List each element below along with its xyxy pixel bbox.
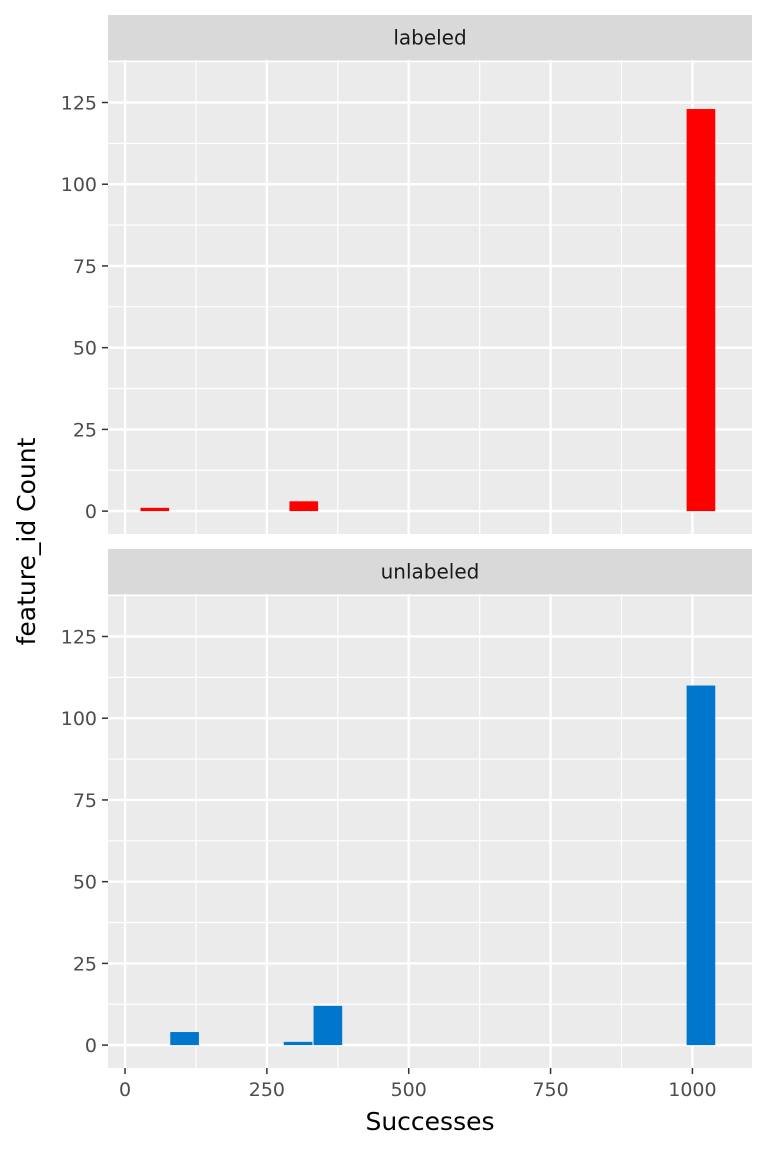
x-tick-label: 500: [391, 1079, 427, 1101]
panel-background-1: [108, 594, 752, 1068]
histogram-bar-1-3: [686, 685, 716, 1046]
histogram-bar-1-0: [170, 1032, 199, 1046]
y-tick-label: 50: [73, 872, 97, 894]
y-tick-label: 25: [73, 419, 97, 441]
y-axis-title: feature_id Count: [12, 437, 41, 645]
x-tick-label: 1000: [668, 1079, 716, 1101]
facet-strip-0: [108, 15, 752, 60]
y-tick-label: 100: [61, 174, 97, 196]
y-tick-label: 125: [61, 92, 97, 114]
facet-label-1: unlabeled: [381, 560, 480, 584]
y-tick-label: 0: [85, 501, 97, 523]
facet-strip-1: [108, 549, 752, 594]
panel-background-0: [108, 60, 752, 534]
y-tick-label: 25: [73, 953, 97, 975]
facet-label-0: labeled: [393, 26, 466, 50]
histogram-bar-0-2: [686, 109, 716, 512]
y-tick-label: 75: [73, 790, 97, 812]
x-tick-label: 250: [249, 1079, 285, 1101]
histogram-bar-0-1: [289, 501, 319, 512]
x-axis-title: Successes: [365, 1107, 494, 1136]
x-tick-label: 0: [119, 1079, 131, 1101]
x-tick-label: 750: [532, 1079, 568, 1101]
y-tick-label: 100: [61, 708, 97, 730]
y-tick-label: 50: [73, 338, 97, 360]
y-tick-label: 75: [73, 256, 97, 278]
y-tick-label: 125: [61, 626, 97, 648]
histogram-bar-1-1: [283, 1041, 313, 1046]
histogram-bar-0-0: [140, 507, 170, 512]
histogram-bar-1-2: [313, 1005, 343, 1046]
y-tick-label: 0: [85, 1035, 97, 1057]
